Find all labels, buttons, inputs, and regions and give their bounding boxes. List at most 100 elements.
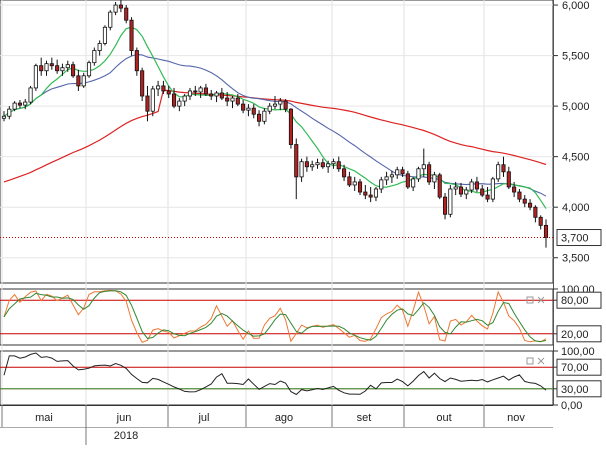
candle-body <box>118 4 123 9</box>
candle-body <box>198 87 203 93</box>
rsi-tick-label: 100,00 <box>561 346 595 358</box>
stoch-k-line <box>3 289 547 343</box>
panel-maximize-icon <box>526 296 534 304</box>
candle-body <box>86 62 92 77</box>
candle-body <box>304 161 309 168</box>
candle-body <box>209 93 214 97</box>
panel-3-frame <box>0 350 554 406</box>
candle-body <box>171 93 177 107</box>
candle-body <box>12 102 17 110</box>
candle-body <box>124 7 129 21</box>
candle-body <box>421 164 426 170</box>
candle-body <box>320 162 325 168</box>
year-label: 2018 <box>114 430 138 442</box>
candle-body <box>7 108 12 117</box>
month-label: nov <box>507 412 525 424</box>
candle-body <box>214 92 219 97</box>
month-label: mai <box>35 412 53 424</box>
candle-body <box>283 100 288 110</box>
candle-body <box>187 90 193 97</box>
candle-body <box>267 105 272 112</box>
rsi-level-box <box>556 380 602 398</box>
candle-body <box>310 164 315 168</box>
candle-body <box>241 103 246 111</box>
candle-body <box>219 92 224 99</box>
candle-body <box>543 224 549 238</box>
candle-body <box>193 90 198 93</box>
candle-body <box>65 64 70 69</box>
candle-body <box>427 164 432 183</box>
candle-body <box>299 161 304 178</box>
candle-body <box>501 164 506 173</box>
stoch-level-box <box>556 325 602 343</box>
candle-body <box>288 108 293 145</box>
month-label: ago <box>275 412 293 424</box>
candle-body <box>363 191 368 196</box>
candle-body <box>71 64 76 77</box>
candle-body <box>140 70 145 97</box>
candle-body <box>76 75 81 87</box>
month-label: jul <box>197 412 209 424</box>
candle-body <box>33 65 38 89</box>
candle-body <box>352 181 357 186</box>
candle-body <box>134 50 139 72</box>
price-tick-label: 4,500 <box>562 152 590 164</box>
candle-body <box>161 85 166 92</box>
candle-body <box>411 178 416 188</box>
candle-body <box>272 103 278 107</box>
candle-body <box>92 50 97 64</box>
candle-body <box>156 85 161 90</box>
candle-body <box>294 144 299 178</box>
candle-body <box>230 97 235 102</box>
rsi-tick-label: 0,00 <box>561 400 582 412</box>
panel-1-frame <box>0 0 554 284</box>
candle-body <box>166 90 171 95</box>
candle-body <box>331 161 336 165</box>
candle-body <box>108 11 113 28</box>
candle-body <box>528 202 533 208</box>
candle-body <box>512 186 517 193</box>
stoch-d-line <box>3 290 547 343</box>
candle-body <box>485 194 490 200</box>
last-price-box <box>556 229 602 247</box>
candle-body <box>379 179 384 190</box>
candle-body <box>416 168 421 180</box>
rsi-tick-label: 30,00 <box>561 384 589 396</box>
candle-body <box>347 176 352 186</box>
candle-body <box>246 107 251 111</box>
panel-maximize-icon <box>526 357 534 365</box>
stoch-level-box <box>556 291 602 309</box>
candle-body <box>251 107 256 115</box>
candle-body <box>39 65 44 72</box>
candle-body <box>469 181 474 191</box>
candle-body <box>262 110 267 122</box>
month-label: jun <box>116 412 132 424</box>
panel-close-icon <box>537 296 545 304</box>
last-price-label: 3,700 <box>561 233 589 245</box>
price-tick-label: 5,500 <box>562 51 590 63</box>
candle-body <box>203 87 208 95</box>
candle-body <box>55 65 60 72</box>
rsi-level-box <box>556 358 602 376</box>
candle-body <box>102 26 108 44</box>
candle-body <box>44 63 49 72</box>
price-tick-label: 6,000 <box>562 0 590 12</box>
candle-body <box>182 95 187 102</box>
candle-body <box>533 206 538 218</box>
candle-body <box>480 188 485 196</box>
candle-body <box>225 97 230 102</box>
candle-body <box>506 171 511 188</box>
candle-body <box>150 88 155 112</box>
month-label: out <box>436 412 451 424</box>
candle-body <box>517 191 522 200</box>
candle-body <box>432 174 437 183</box>
candle-body <box>97 43 102 51</box>
candle-body <box>315 162 320 166</box>
candle-body <box>235 97 240 105</box>
candle-body <box>442 196 448 215</box>
candle-body <box>458 186 464 195</box>
candle-body <box>17 102 22 106</box>
candle-body <box>129 19 134 51</box>
candle-body <box>400 169 405 175</box>
